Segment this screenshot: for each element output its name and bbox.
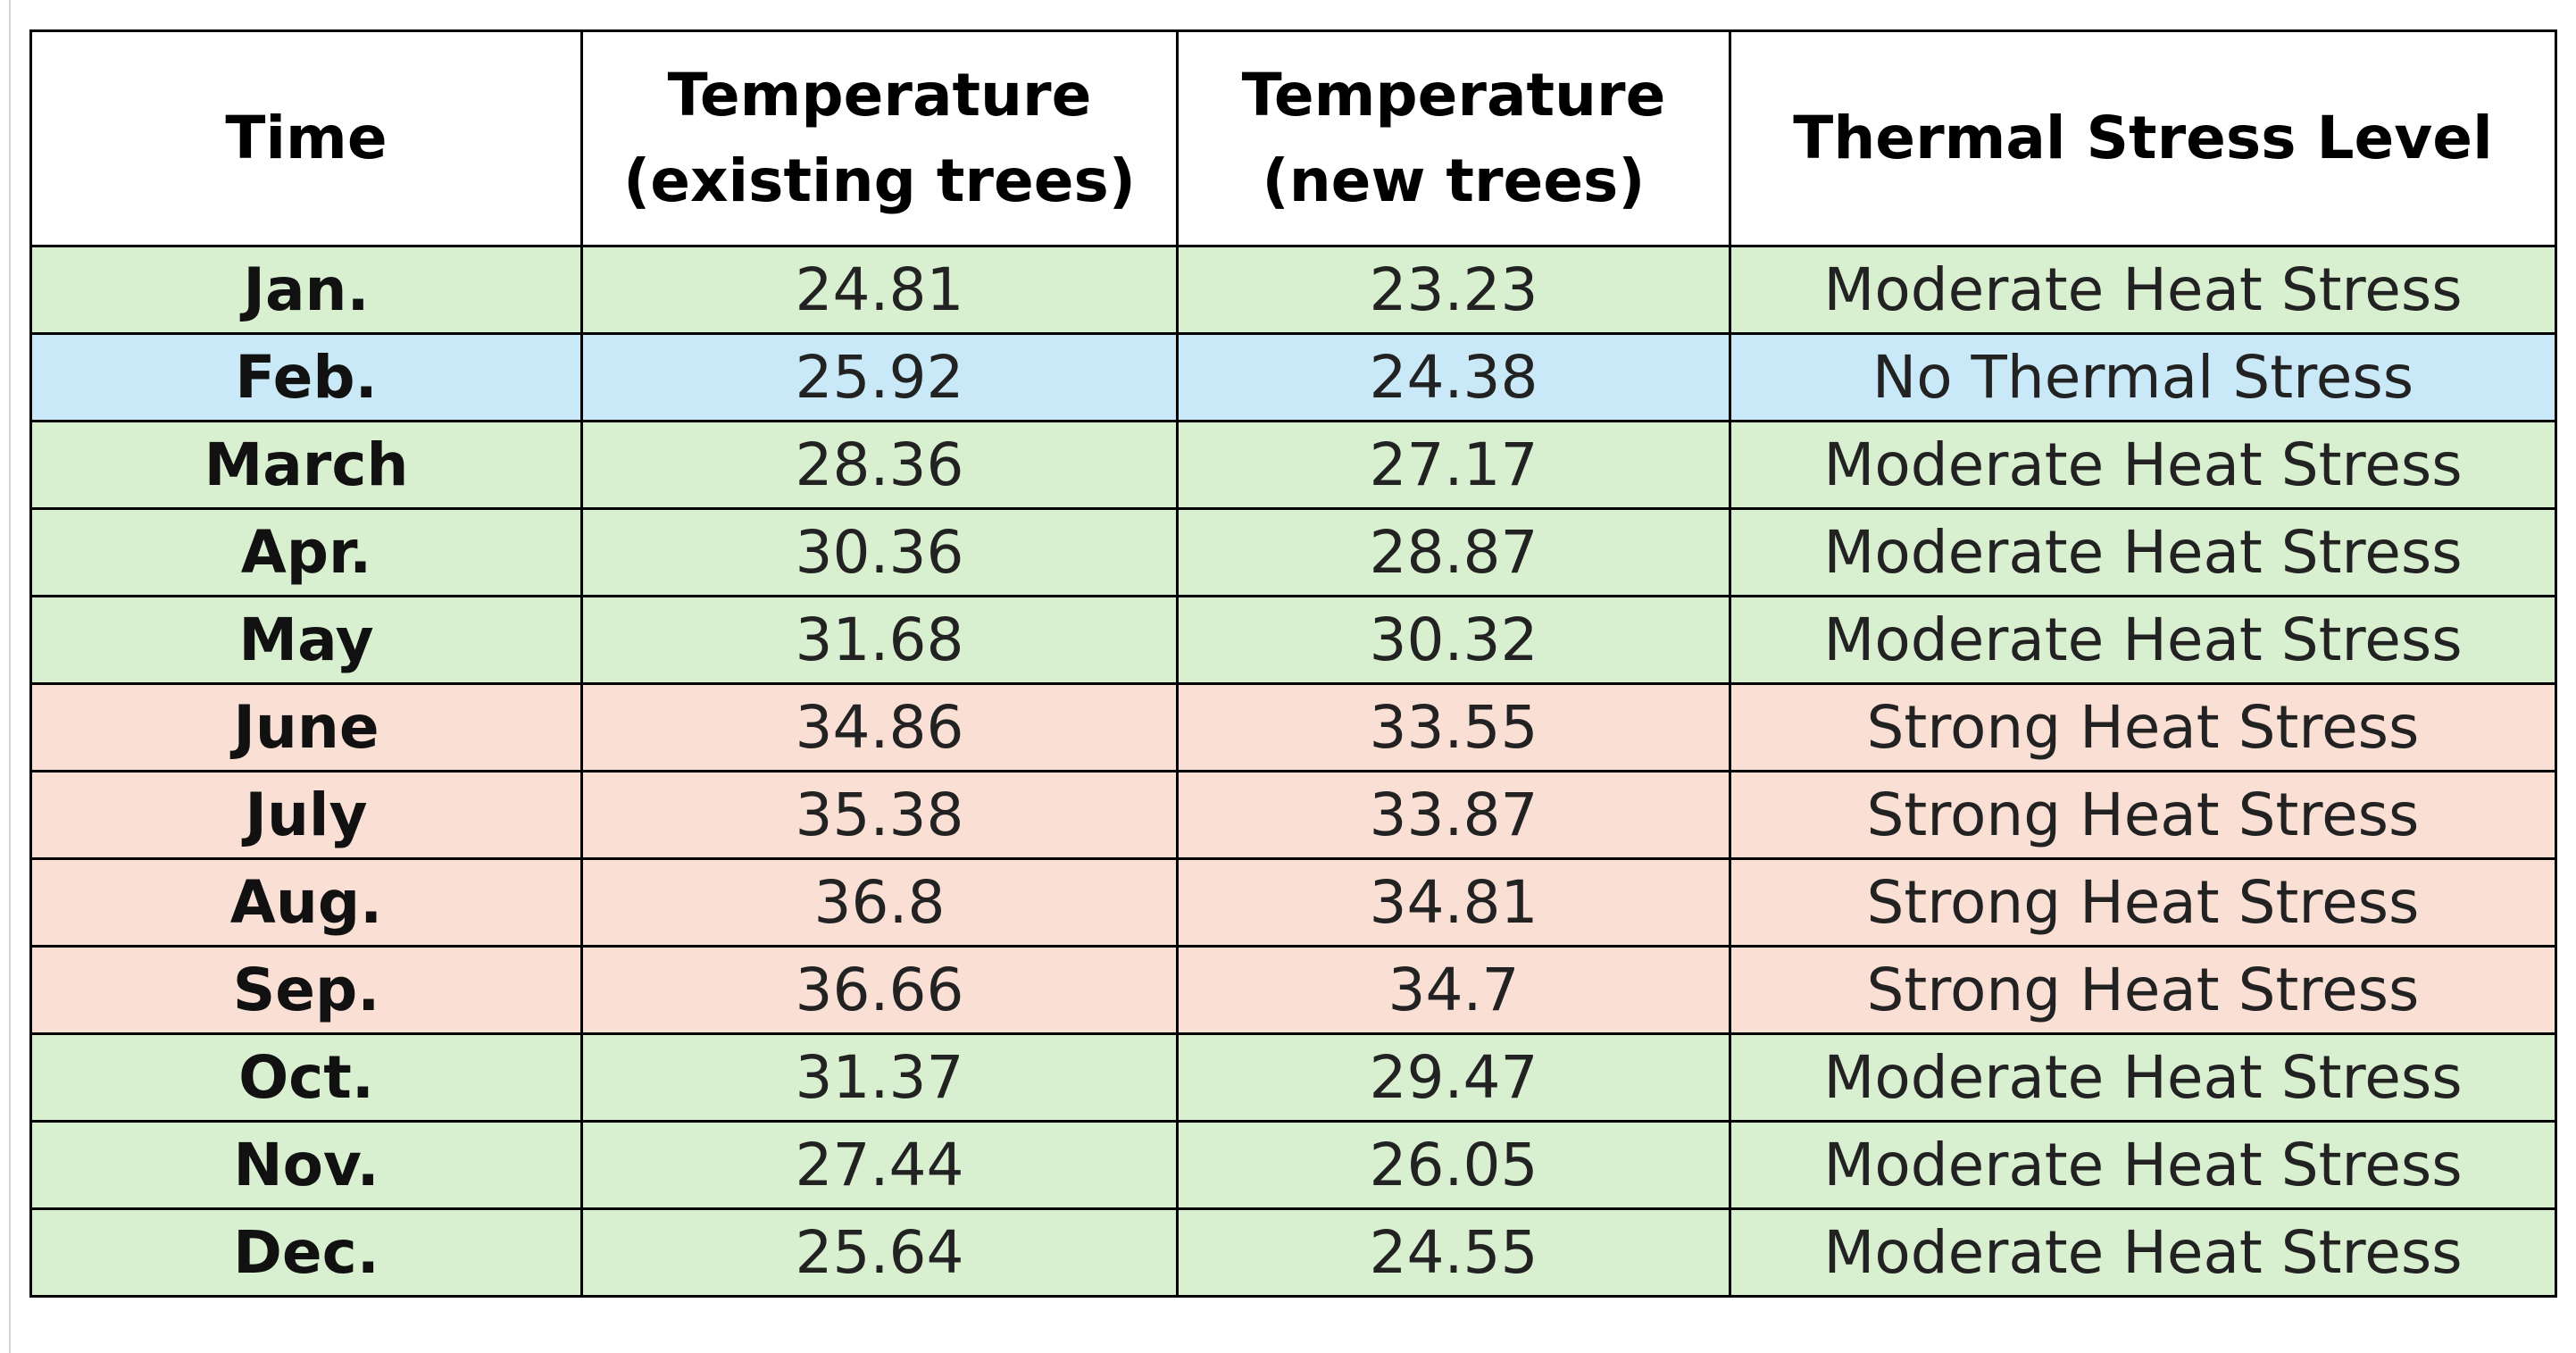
table-row: Feb. 25.92 24.38 No Thermal Stress [29,332,2557,422]
stress-cell: Strong Heat Stress [1729,945,2557,1035]
month-cell: July [29,770,583,860]
header-row: Time Temperature (existing trees) Temperat… [29,29,2557,247]
temperature-cell: 33.55 [1176,682,1731,773]
temperature-cell: 28.36 [580,420,1179,510]
temperature-cell: 29.47 [1176,1032,1731,1123]
temperature-cell: 25.92 [580,332,1179,422]
table-body: Jan. 24.81 23.23 Moderate Heat Stress Feb. 25… [29,245,2557,1298]
stress-cell: Moderate Heat Stress [1729,420,2557,510]
month-cell: Dec. [29,1207,583,1298]
temperature-cell: 24.81 [580,245,1179,335]
month-cell: March [29,420,583,510]
month-cell: Nov. [29,1120,583,1210]
table-row: Oct. 31.37 29.47 Moderate Heat Stress [29,1032,2557,1123]
header-cell: Temperature (new trees) [1176,29,1731,247]
table-row: Nov. 27.44 26.05 Moderate Heat Stress [29,1120,2557,1210]
stress-cell: Moderate Heat Stress [1729,595,2557,685]
temperature-cell: 34.81 [1176,857,1731,948]
temperature-cell: 31.68 [580,595,1179,685]
month-cell: Jan. [29,245,583,335]
table-row: Jan. 24.81 23.23 Moderate Heat Stress [29,245,2557,335]
table-row: June 34.86 33.55 Strong Heat Stress [29,682,2557,773]
temperature-cell: 25.64 [580,1207,1179,1298]
month-cell: May [29,595,583,685]
temperature-cell: 26.05 [1176,1120,1731,1210]
temperature-cell: 36.66 [580,945,1179,1035]
table-row: March 28.36 27.17 Moderate Heat Stress [29,420,2557,510]
stress-cell: Strong Heat Stress [1729,857,2557,948]
temperature-cell: 33.87 [1176,770,1731,860]
header-cell: Time [29,29,583,247]
header-cell: Temperature (existing trees) [580,29,1179,247]
stress-cell: Moderate Heat Stress [1729,507,2557,597]
temperature-cell: 23.23 [1176,245,1731,335]
data-table: Time Temperature (existing trees) Temperat… [29,29,2557,1298]
month-cell: Sep. [29,945,583,1035]
month-cell: June [29,682,583,773]
temperature-cell: 31.37 [580,1032,1179,1123]
temperature-cell: 35.38 [580,770,1179,860]
stress-cell: Strong Heat Stress [1729,770,2557,860]
month-cell: Aug. [29,857,583,948]
temperature-cell: 30.32 [1176,595,1731,685]
table-row: Aug. 36.8 34.81 Strong Heat Stress [29,857,2557,948]
table-row: Sep. 36.66 34.7 Strong Heat Stress [29,945,2557,1035]
temperature-cell: 34.7 [1176,945,1731,1035]
stress-cell: Moderate Heat Stress [1729,1120,2557,1210]
table-row: Dec. 25.64 24.55 Moderate Heat Stress [29,1207,2557,1298]
temperature-cell: 27.44 [580,1120,1179,1210]
table-header: Time Temperature (existing trees) Temperat… [29,29,2557,247]
table-row: Apr. 30.36 28.87 Moderate Heat Stress [29,507,2557,597]
temperature-cell: 27.17 [1176,420,1731,510]
month-cell: Feb. [29,332,583,422]
temperature-cell: 28.87 [1176,507,1731,597]
stress-cell: Moderate Heat Stress [1729,1032,2557,1123]
month-cell: Apr. [29,507,583,597]
header-cell: Thermal Stress Level [1729,29,2557,247]
stress-cell: Strong Heat Stress [1729,682,2557,773]
table-row: May 31.68 30.32 Moderate Heat Stress [29,595,2557,685]
temperature-cell: 24.38 [1176,332,1731,422]
stress-cell: Moderate Heat Stress [1729,1207,2557,1298]
temperature-cell: 34.86 [580,682,1179,773]
month-cell: Oct. [29,1032,583,1123]
temperature-cell: 30.36 [580,507,1179,597]
stress-cell: Moderate Heat Stress [1729,245,2557,335]
temperature-cell: 36.8 [580,857,1179,948]
stress-cell: No Thermal Stress [1729,332,2557,422]
temperature-cell: 24.55 [1176,1207,1731,1298]
table-row: July 35.38 33.87 Strong Heat Stress [29,770,2557,860]
